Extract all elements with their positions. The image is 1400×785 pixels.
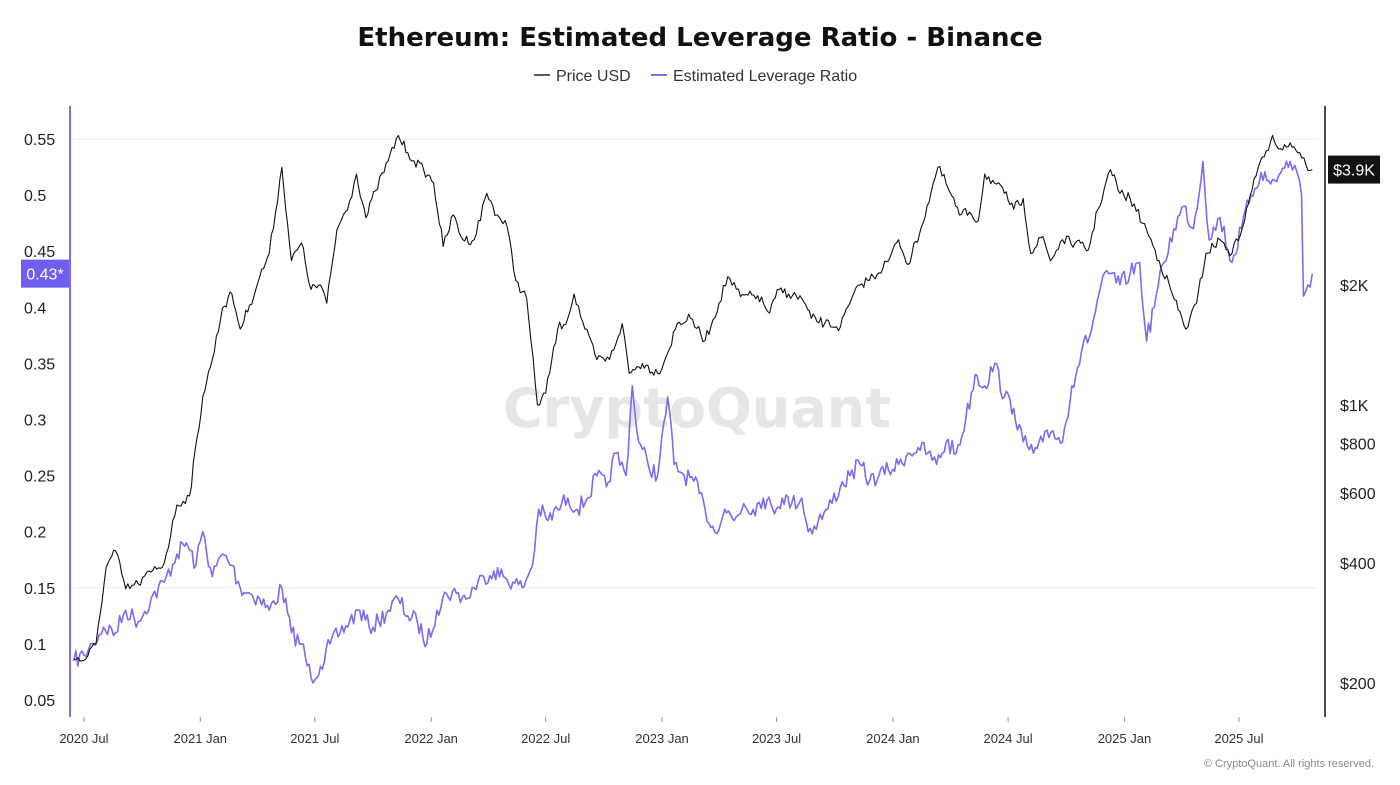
x-tick-label: 2024 Jul — [983, 731, 1032, 746]
x-tick-label: 2023 Jan — [635, 731, 689, 746]
x-axis-ticks: 2020 Jul 2021 Jan 2021 Jul 2022 Jan 2022 Jul… — [59, 717, 1264, 746]
left-current-badge — [21, 259, 69, 288]
right-tick-label: $400 — [1340, 556, 1376, 573]
x-tick-label: 2022 Jul — [521, 731, 570, 746]
x-tick-label: 2025 Jul — [1214, 731, 1263, 746]
right-tick-label: $1K — [1340, 398, 1369, 415]
right-current-badge — [1328, 155, 1380, 184]
copyright-text: © CryptoQuant. All rights reserved. — [1204, 758, 1374, 770]
right-tick-label: $2K — [1340, 278, 1369, 295]
x-tick-label: 2023 Jul — [752, 731, 801, 746]
left-current-value: 0.43* — [26, 267, 63, 284]
left-current-marker: 0.43* — [21, 259, 69, 288]
x-tick-label: 2021 Jan — [174, 731, 228, 746]
left-tick-label: 0.05 — [24, 693, 55, 710]
x-tick-label: 2022 Jan — [404, 731, 458, 746]
right-current-value: $3.9K — [1333, 163, 1375, 180]
watermark: CryptoQuant — [503, 377, 891, 440]
left-axis-ticks: 0.05 0.1 0.15 0.2 0.25 0.3 0.35 0.4 0.45 0.5 0.55 — [24, 132, 55, 710]
right-tick-label: $600 — [1340, 486, 1376, 503]
series-line-price-usd — [73, 134, 1313, 662]
left-tick-label: 0.3 — [24, 413, 46, 430]
left-tick-label: 0.35 — [24, 356, 55, 373]
legend[interactable]: Price USD Estimated Leverage Ratio — [534, 68, 857, 85]
left-tick-label: 0.2 — [24, 525, 46, 542]
right-tick-label: $800 — [1340, 436, 1376, 453]
grid-lines — [70, 138, 1318, 589]
x-tick-label: 2025 Jan — [1098, 731, 1152, 746]
left-tick-label: 0.25 — [24, 469, 55, 486]
series-lines — [73, 134, 1314, 684]
chart-title: Ethereum: Estimated Leverage Ratio - Bin… — [357, 23, 1042, 53]
left-tick-label: 0.5 — [24, 188, 46, 205]
left-tick-label: 0.1 — [24, 637, 46, 654]
legend-price-label[interactable]: Price USD — [556, 68, 631, 85]
left-tick-label: 0.4 — [24, 300, 46, 317]
left-tick-label: 0.55 — [24, 132, 55, 149]
left-tick-label: 0.15 — [24, 581, 55, 598]
x-tick-label: 2021 Jul — [290, 731, 339, 746]
right-current-marker: $3.9K — [1328, 155, 1380, 184]
right-tick-label: $200 — [1340, 676, 1376, 693]
left-tick-label: 0.45 — [24, 244, 55, 261]
x-tick-label: 2020 Jul — [59, 731, 108, 746]
legend-leverage-label[interactable]: Estimated Leverage Ratio — [673, 68, 857, 85]
right-axis-ticks: $200 $400 $600 $800 $1K $2K — [1340, 278, 1376, 693]
series-line-estimated-leverage-ratio — [73, 160, 1314, 684]
x-tick-label: 2024 Jan — [866, 731, 920, 746]
